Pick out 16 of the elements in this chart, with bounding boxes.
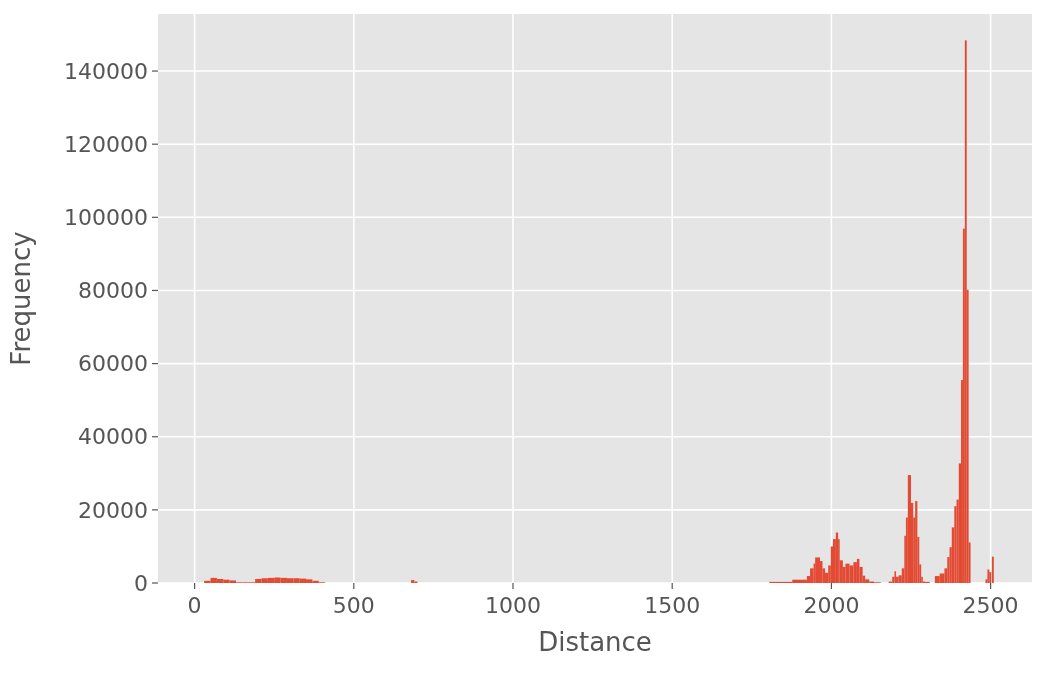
y-tick-label: 120000: [64, 131, 148, 157]
x-tick-label: 2500: [962, 593, 1019, 618]
x-tick-label: 0: [187, 593, 202, 618]
y-tick-label: 0: [134, 570, 148, 596]
y-tick-label: 80000: [78, 278, 148, 304]
y-tick-label: 100000: [64, 205, 148, 231]
x-tick-label: 1000: [485, 593, 542, 618]
y-axis-title: Frequency: [6, 231, 36, 366]
y-tick-label: 60000: [78, 351, 148, 377]
x-axis-title: Distance: [538, 627, 652, 657]
x-tick-label: 1500: [644, 593, 701, 618]
y-tick-label: 20000: [78, 497, 148, 523]
x-tick-label: 2000: [803, 593, 860, 618]
x-tick-label: 500: [332, 593, 375, 618]
y-tick-label: 40000: [78, 424, 148, 450]
y-tick-label: 140000: [64, 58, 148, 84]
